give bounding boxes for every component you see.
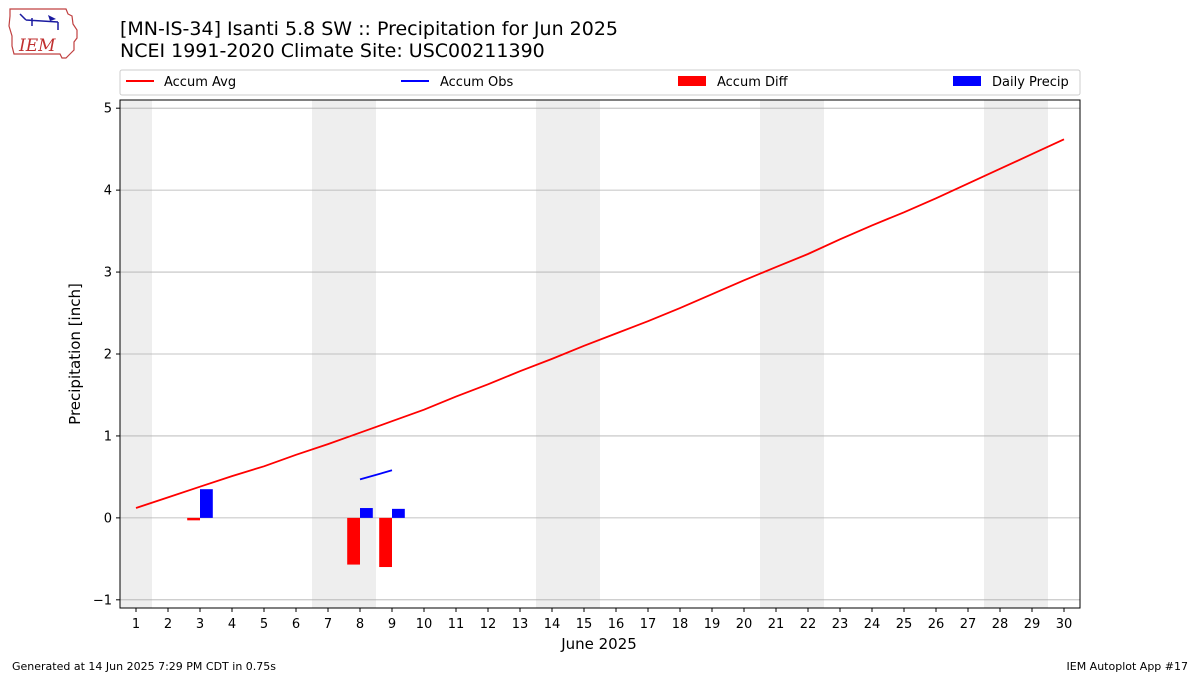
x-tick-label-15: 15 [576, 617, 593, 632]
y-tick-label-2: 2 [104, 348, 112, 363]
series-lines [135, 138, 1065, 509]
y-axis-label: Precipitation [inch] [66, 283, 84, 425]
daily-precip-bar-8 [360, 508, 373, 518]
chart-title: [MN-IS-34] Isanti 5.8 SW :: Precipitatio… [120, 18, 619, 40]
x-tick-label-29: 29 [1024, 617, 1041, 632]
x-tick-label-8: 8 [356, 617, 364, 632]
iowa-outline-icon [8, 8, 78, 59]
x-tick-label-5: 5 [260, 617, 268, 632]
x-tick-label-24: 24 [864, 617, 881, 632]
generated-timestamp: Generated at 14 Jun 2025 7:29 PM CDT in … [12, 660, 277, 673]
x-tick-label-12: 12 [480, 617, 497, 632]
x-tick-label-1: 1 [132, 617, 140, 632]
accum-diff-bars [187, 517, 392, 568]
x-tick-label-21: 21 [768, 617, 785, 632]
daily-precip-bars [200, 489, 405, 518]
legend-swatch-accum-diff [678, 76, 706, 86]
legend-box [119, 69, 1081, 96]
legend-swatch-daily-precip [953, 76, 981, 86]
x-tick-label-17: 17 [640, 617, 657, 632]
iem-logo: IEM [8, 8, 78, 59]
x-tick-label-9: 9 [388, 617, 396, 632]
x-tick-label-4: 4 [228, 617, 236, 632]
x-tick-label-19: 19 [704, 617, 721, 632]
y-tick-label-0: 0 [104, 511, 112, 526]
y-tick-label-1: 1 [104, 429, 112, 444]
y-tick-label-4: 4 [104, 184, 112, 199]
daily-precip-bar-3 [200, 489, 213, 518]
daily-precip-bar-9 [392, 508, 405, 518]
x-tick-label-6: 6 [292, 617, 300, 632]
accum-diff-bar-8 [347, 517, 360, 565]
x-tick-label-25: 25 [896, 617, 913, 632]
legend: Accum Avg Accum Obs Accum Diff Daily Pre… [119, 69, 1081, 96]
x-tick-label-20: 20 [736, 617, 753, 632]
wind-vane-icon [48, 15, 56, 21]
x-tick-label-22: 22 [800, 617, 817, 632]
y-axis-ticks: −1 0 1 2 3 4 5 [93, 102, 120, 608]
x-tick-label-7: 7 [324, 617, 332, 632]
x-tick-label-11: 11 [448, 617, 465, 632]
chart-subtitle: NCEI 1991-2020 Climate Site: USC00211390 [120, 40, 545, 62]
x-tick-label-3: 3 [196, 617, 204, 632]
logo-text: IEM [18, 36, 56, 56]
x-tick-label-28: 28 [992, 617, 1009, 632]
app-credit: IEM Autoplot App #17 [1066, 660, 1189, 673]
accum-diff-bar-9 [379, 517, 392, 568]
legend-label-accum-obs: Accum Obs [440, 75, 513, 90]
y-tick-label-3: 3 [104, 266, 112, 281]
x-tick-label-2: 2 [164, 617, 172, 632]
x-tick-label-30: 30 [1056, 617, 1073, 632]
x-axis-ticks: 1 2 3 4 5 6 7 8 9 10 11 12 13 14 15 16 17 18 19 20 21 22 23 24 2… [132, 608, 1072, 632]
x-tick-label-14: 14 [544, 617, 561, 632]
x-tick-label-18: 18 [672, 617, 689, 632]
x-tick-label-13: 13 [512, 617, 529, 632]
y-gridlines [120, 107, 1080, 601]
x-tick-label-16: 16 [608, 617, 625, 632]
accum-diff-bar-3 [187, 517, 200, 521]
weather-station-icon [19, 13, 59, 30]
legend-label-daily-precip: Daily Precip [992, 75, 1069, 90]
x-tick-label-10: 10 [416, 617, 433, 632]
x-tick-label-26: 26 [928, 617, 945, 632]
accum-obs-line [359, 469, 393, 481]
x-tick-label-27: 27 [960, 617, 977, 632]
x-axis-label: June 2025 [560, 635, 637, 653]
legend-label-accum-diff: Accum Diff [717, 75, 789, 90]
y-tick-label-5: 5 [104, 102, 112, 117]
legend-label-accum-avg: Accum Avg [164, 75, 236, 90]
x-tick-label-23: 23 [832, 617, 849, 632]
y-tick-label--1: −1 [93, 593, 112, 608]
accum-avg-line [135, 138, 1065, 509]
